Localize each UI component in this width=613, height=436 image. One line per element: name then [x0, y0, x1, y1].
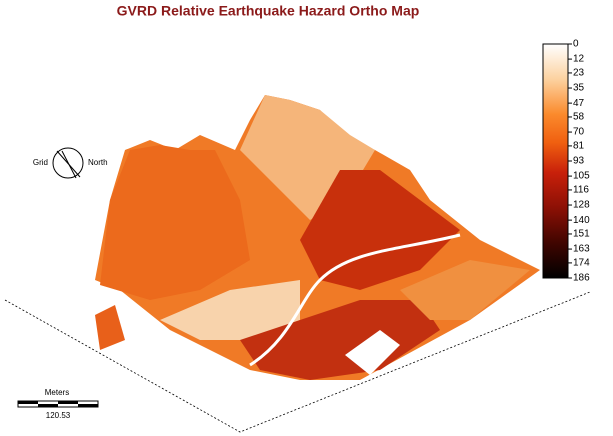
legend-tick-label: 12: [573, 54, 585, 65]
legend-tick-label: 128: [573, 200, 590, 211]
legend: 0 12 23 35 47 58 70 81 93 105 116 128 140 151 163 174 18…: [542, 39, 590, 284]
terrain: [4, 95, 591, 433]
legend-tick-label: 140: [573, 215, 590, 226]
legend-tick-label: 47: [573, 98, 585, 109]
scale-unit: Meters: [45, 388, 69, 397]
compass-north-label: North: [88, 158, 108, 167]
legend-tick-label: 23: [573, 68, 585, 79]
color-bar: [542, 43, 569, 279]
scale-bar: Meters 120.53: [17, 388, 99, 420]
legend-tick-label: 81: [573, 141, 585, 152]
legend-tick-label: 70: [573, 127, 585, 138]
compass: Grid North: [33, 147, 108, 179]
legend-tick-label: 58: [573, 112, 585, 123]
legend-tick-label: 116: [573, 185, 589, 196]
legend-tick-label: 35: [573, 83, 585, 94]
legend-tick-label: 151: [573, 229, 590, 240]
legend-tick-label: 105: [573, 171, 590, 182]
legend-tick-label: 0: [573, 39, 579, 50]
legend-tick-label: 186: [573, 273, 590, 284]
compass-grid-label: Grid: [33, 158, 48, 167]
legend-tick-label: 174: [573, 258, 590, 269]
legend-tick-label: 93: [573, 156, 585, 167]
map-title: GVRD Relative Earthquake Hazard Ortho Ma…: [117, 3, 420, 19]
legend-tick-label: 163: [573, 244, 590, 255]
scale-length: 120.53: [46, 411, 71, 420]
